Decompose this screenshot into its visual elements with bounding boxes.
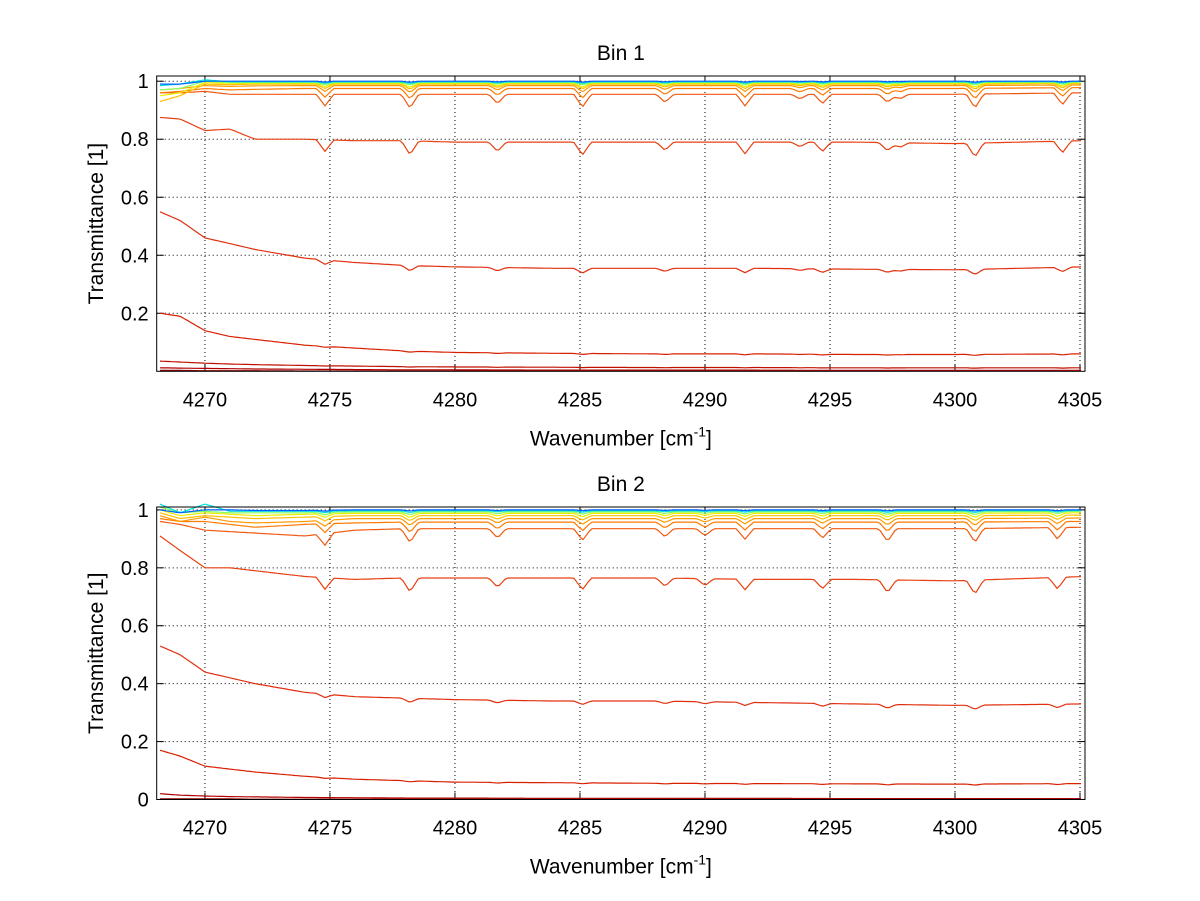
series-line-9: [159, 512, 1081, 522]
y-tick-label: 0.4: [121, 674, 149, 696]
axes-frame: [156, 75, 1086, 372]
x-axis-label-superscript: -1: [694, 852, 707, 868]
y-tick-label: 0.4: [121, 245, 149, 267]
x-axis-label-text: Wavenumber [cm: [530, 427, 694, 450]
series-line-5: [159, 211, 1082, 275]
y-tick-label: 0.2: [121, 303, 149, 325]
series-line-14: [160, 80, 1081, 85]
axes-frame: [156, 506, 1086, 800]
series-line-8: [159, 86, 1081, 99]
x-tick-label: 4285: [558, 389, 603, 411]
series-line-11: [159, 82, 1081, 97]
series-line-7: [159, 518, 1081, 534]
series-line-12: [159, 503, 1081, 514]
x-tick-label: 4300: [933, 389, 978, 411]
x-tick-label: 4305: [1058, 818, 1103, 840]
subplot-bin-1: 4270 4275 4280 4285 4290 4295 4300 4305 0.2 0.4 0.…: [85, 42, 1102, 450]
series-line-10: [159, 509, 1081, 519]
series-line-6: [159, 116, 1082, 157]
x-tick-label: 4305: [1058, 389, 1103, 411]
series-line-7: [160, 90, 1082, 108]
y-tick-label: 0.6: [121, 187, 149, 209]
x-axis-label-text: Wavenumber [cm: [530, 856, 694, 879]
subplot-bin-2: 4270 4275 4280 4285 4290 4295 4300 4305 0 0.2 0.4 0…: [85, 473, 1102, 879]
series-line-5: [159, 535, 1082, 594]
x-tick-label: 4300: [933, 818, 978, 840]
x-tick-label: 4275: [308, 818, 353, 840]
series-group: [159, 503, 1082, 800]
series-line-9: [159, 84, 1081, 93]
x-axis-label-superscript: -1: [694, 423, 707, 439]
series-line-2: [159, 367, 1081, 371]
series-line-4: [159, 312, 1081, 356]
y-axis-label: Transmittance [1]: [85, 143, 108, 304]
series-line-13: [159, 509, 1081, 514]
series-line-11: [159, 506, 1081, 516]
series-line-4: [159, 645, 1082, 710]
series-line-2: [159, 793, 1081, 800]
x-tick-label: 4295: [808, 389, 853, 411]
x-tick-label: 4285: [558, 818, 603, 840]
series-line-8: [159, 515, 1081, 527]
series-line-13: [159, 79, 1081, 87]
x-axis-label-end: ]: [706, 427, 712, 450]
y-tick-label: 0.8: [121, 558, 149, 580]
chart-title: Bin 1: [597, 42, 645, 65]
y-tick-label: 0: [138, 790, 149, 812]
y-tick-label: 1: [138, 71, 149, 93]
x-axis-label: Wavenumber [cm-1]: [530, 423, 712, 450]
y-tick-label: 0.8: [121, 129, 149, 151]
x-tick-label: 4290: [683, 818, 728, 840]
y-tick-label: 0.2: [121, 732, 149, 754]
x-tick-label: 4275: [308, 389, 353, 411]
series-line-10: [159, 82, 1082, 103]
series-line-3: [159, 360, 1081, 369]
series-line-3: [159, 749, 1081, 786]
series-line-6: [159, 520, 1081, 547]
x-tick-label: 4280: [433, 818, 478, 840]
x-axis-label-end: ]: [706, 856, 712, 879]
x-tick-label: 4270: [183, 389, 228, 411]
x-tick-label: 4290: [683, 389, 728, 411]
x-tick-label: 4295: [808, 818, 853, 840]
y-tick-label: 0.6: [121, 616, 149, 638]
y-tick-label: 1: [138, 500, 149, 522]
x-tick-label: 4280: [433, 389, 478, 411]
x-axis-label: Wavenumber [cm-1]: [530, 852, 712, 879]
y-axis-label: Transmittance [1]: [85, 573, 108, 734]
series-group: [159, 79, 1082, 372]
x-tick-label: 4270: [183, 818, 228, 840]
chart-title: Bin 2: [597, 473, 645, 496]
